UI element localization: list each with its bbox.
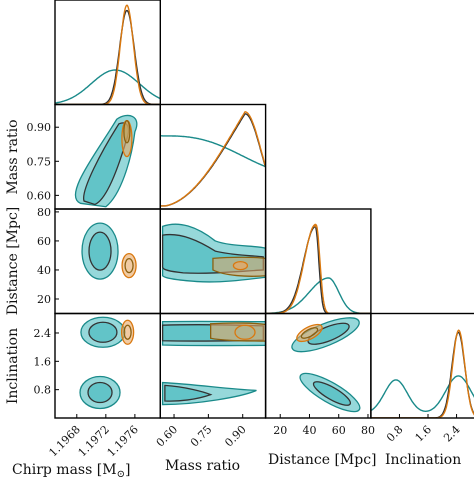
axis-labels-layer: Chirp mass [M⊙] Mass ratio Distance [Mpc… (5, 119, 461, 480)
y-label-mass-ratio: Mass ratio (5, 119, 21, 194)
q-mc-gold-inner (123, 120, 131, 144)
x-label-chirp-mass: Chirp mass [M⊙] (12, 462, 130, 480)
panels-layer: 0.600.750.90204060800.81.62.41.19681.197… (27, 0, 474, 459)
ytick-label-q-2: 0.90 (27, 121, 52, 134)
incl-q-orange-inner (234, 324, 256, 340)
d-mc-orange (121, 252, 137, 279)
panel-q-mc (74, 114, 138, 208)
ytick-label-q-1: 0.75 (27, 155, 52, 168)
mc-marginal-teal (55, 69, 161, 104)
incl-d-teal-inner-upper (307, 322, 350, 345)
xtick-label-incl-0: 0.8 (384, 423, 406, 445)
d-q-orange-inner (232, 260, 249, 271)
panel-incl-marginal (370, 329, 474, 418)
d-marginal-teal (265, 277, 371, 314)
d-mc-teal-inner (88, 231, 112, 271)
xtick-label-d-2: 60 (332, 424, 346, 437)
ytick-label-incl-1: 1.6 (34, 355, 52, 368)
incl-marginal-orange (370, 329, 474, 418)
ytick-label-q-0: 0.60 (27, 189, 52, 202)
panel-incl-d (291, 317, 361, 413)
panel-frame-1-1 (159, 103, 267, 210)
ytick-label-incl-0: 0.8 (34, 384, 52, 397)
panel-incl-q (161, 320, 266, 406)
x-label-chirp-mass-sub: ⊙ (117, 469, 125, 480)
x-label-mass-ratio: Mass ratio (165, 458, 240, 474)
mc-marginal-orange (55, 4, 161, 105)
ytick-label-d-0: 20 (37, 293, 51, 306)
xtick-label-incl-1: 1.6 (413, 423, 435, 445)
xtick-label-incl-2: 2.4 (441, 423, 463, 445)
incl-mc-orange (120, 319, 135, 345)
incl-mc-gold (123, 324, 132, 340)
incl-marginal-black (370, 331, 474, 418)
d-mc-gold (124, 257, 134, 274)
ytick-label-incl-2: 2.4 (34, 327, 52, 340)
incl-mc-teal-inner-lower (87, 381, 113, 404)
panel-frame-3-3 (370, 312, 474, 419)
incl-d-teal-inner-lower (312, 381, 352, 406)
xtick-label-d-0: 20 (273, 424, 287, 437)
ytick-label-d-1: 40 (37, 264, 51, 277)
incl-q-gold-outer (210, 322, 266, 342)
d-marginal-black (265, 226, 371, 314)
xtick-label-d-1: 40 (302, 424, 316, 437)
x-label-distance: Distance [Mpc] (268, 452, 377, 468)
q-marginal-orange (160, 111, 266, 207)
q-marginal-teal (160, 135, 266, 168)
panel-mc-marginal (55, 4, 161, 105)
xtick-label-q-2: 0.90 (222, 423, 249, 450)
incl-q-teal-inner-lower (164, 384, 213, 402)
d-marginal-orange (265, 223, 371, 314)
xtick-label-q-0: 0.60 (154, 423, 181, 450)
x-label-inclination: Inclination (385, 452, 461, 468)
incl-mc-teal-inner-upper (88, 321, 118, 343)
xtick-label-q-1: 0.75 (188, 423, 215, 450)
incl-d-gold (300, 327, 319, 339)
panel-incl-mc (79, 316, 135, 410)
xtick-label-mc-1: 1.1972 (76, 423, 112, 459)
panel-d-q (161, 223, 266, 283)
xtick-label-d-3: 80 (361, 424, 375, 437)
y-label-inclination: Inclination (5, 328, 21, 404)
mc-marginal-black (55, 9, 161, 105)
xtick-label-mc-0: 1.1968 (46, 423, 82, 459)
xtick-label-mc-2: 1.1976 (105, 423, 141, 459)
panel-q-marginal (160, 111, 266, 207)
y-label-distance: Distance [Mpc] (5, 207, 21, 316)
panel-d-mc (81, 222, 137, 280)
panel-d-marginal (265, 223, 371, 314)
ytick-label-d-2: 60 (37, 235, 51, 248)
ytick-label-d-3: 80 (37, 206, 51, 219)
incl-d-orange (296, 323, 323, 343)
incl-marginal-teal (370, 375, 474, 412)
